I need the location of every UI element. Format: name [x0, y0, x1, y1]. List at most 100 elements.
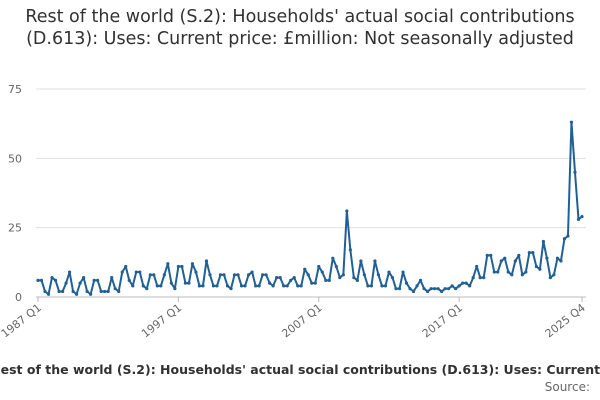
- data-point: [475, 264, 479, 269]
- data-point: [152, 273, 156, 277]
- data-point: [496, 270, 500, 274]
- data-point: [517, 253, 521, 257]
- data-point: [320, 270, 324, 274]
- data-point: [527, 251, 531, 255]
- data-point: [425, 289, 430, 294]
- data-point: [485, 253, 489, 257]
- data-point: [369, 284, 374, 288]
- data-point: [257, 284, 261, 288]
- gridlines: [36, 88, 586, 298]
- data-point: [503, 256, 507, 260]
- legend: Rest of the world (S.2): Households' act…: [0, 362, 600, 380]
- data-point: [222, 273, 226, 277]
- data-point: [148, 273, 152, 277]
- data-point: [117, 289, 121, 294]
- data-point: [334, 264, 338, 269]
- x-tick-label: 1987 Q1: [0, 301, 44, 340]
- data-point: [440, 289, 444, 294]
- data-point: [478, 275, 482, 280]
- data-point: [43, 289, 47, 294]
- series-line: [38, 121, 583, 296]
- series-points: [36, 120, 584, 296]
- data-point: [261, 273, 265, 277]
- data-point: [418, 278, 423, 282]
- data-point: [89, 292, 93, 296]
- data-point: [254, 284, 258, 288]
- data-point: [67, 270, 72, 274]
- data-point: [113, 287, 117, 291]
- data-point: [562, 237, 567, 241]
- data-point: [359, 259, 363, 263]
- data-point: [204, 259, 209, 263]
- data-point: [57, 289, 61, 294]
- data-point: [120, 270, 124, 274]
- data-point: [127, 278, 131, 282]
- data-point: [559, 259, 563, 263]
- data-point: [173, 287, 177, 291]
- data-point: [96, 278, 100, 282]
- data-point: [552, 273, 556, 277]
- data-point: [131, 284, 135, 288]
- x-tick-label: 1997 Q1: [139, 301, 184, 340]
- data-point: [471, 275, 475, 280]
- data-point: [510, 273, 514, 277]
- data-point: [78, 281, 82, 285]
- data-point: [124, 264, 128, 269]
- data-point: [383, 284, 388, 288]
- data-point: [408, 287, 412, 291]
- data-point: [348, 248, 352, 252]
- data-point: [422, 287, 426, 291]
- data-point: [183, 281, 188, 285]
- data-point: [159, 284, 163, 288]
- y-tick-label: 0: [15, 291, 22, 304]
- data-point: [166, 262, 170, 266]
- data-point: [404, 281, 409, 285]
- data-point: [531, 251, 535, 255]
- data-point: [134, 270, 138, 274]
- data-point: [317, 264, 321, 269]
- data-point: [71, 289, 75, 294]
- data-point: [197, 284, 202, 288]
- data-point: [492, 270, 496, 274]
- data-point: [376, 273, 381, 277]
- data-point: [545, 256, 549, 260]
- data-point: [232, 273, 237, 277]
- x-tick-label: 2025 Q4: [543, 301, 588, 340]
- x-axis-tick-labels: 1987 Q1 1997 Q1 2007 Q1 2017 Q1 2025 Q4: [0, 297, 588, 340]
- data-point: [499, 259, 503, 263]
- data-point: [246, 273, 251, 277]
- data-point: [313, 281, 317, 285]
- data-point: [141, 284, 145, 288]
- data-point: [215, 284, 219, 288]
- data-point: [176, 264, 180, 269]
- data-point: [534, 264, 538, 269]
- data-point: [355, 278, 359, 282]
- x-tick-label: 2017 Q1: [420, 301, 465, 340]
- data-point: [250, 270, 254, 274]
- data-point: [573, 170, 577, 174]
- data-point: [75, 292, 79, 296]
- data-point: [443, 287, 447, 291]
- data-point: [194, 270, 198, 274]
- data-point: [464, 281, 468, 285]
- data-point: [106, 289, 110, 294]
- source-label: Source:: [544, 380, 590, 394]
- data-point: [306, 273, 310, 277]
- data-point: [380, 284, 384, 288]
- data-point: [187, 281, 191, 285]
- data-point: [229, 287, 233, 291]
- data-point: [429, 287, 433, 291]
- data-point: [268, 281, 272, 285]
- data-point: [489, 253, 493, 257]
- data-point: [85, 289, 89, 294]
- data-point: [555, 256, 560, 260]
- data-point: [243, 284, 247, 288]
- x-tick-label: 2007 Q1: [279, 301, 324, 340]
- data-point: [299, 284, 303, 288]
- data-point: [513, 259, 517, 263]
- data-point: [271, 284, 275, 288]
- y-tick-label: 75: [8, 83, 22, 96]
- y-tick-label: 25: [8, 222, 22, 235]
- data-point: [46, 292, 51, 296]
- data-point: [362, 273, 366, 277]
